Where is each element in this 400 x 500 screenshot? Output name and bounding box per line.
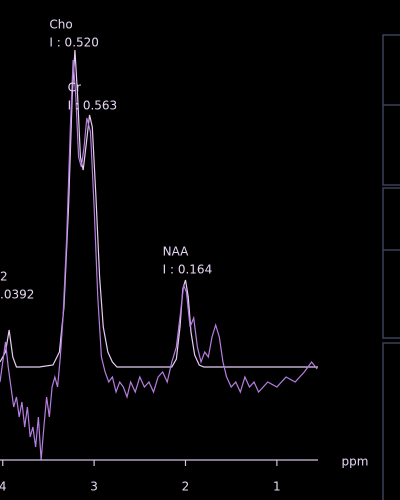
peak-label: Cho [49,18,72,32]
x-tick-label: 1 [273,480,281,494]
x-tick-label: 3 [90,480,98,494]
peak-label: I : 0.520 [49,36,99,50]
peak-label: .0392 [0,288,34,302]
x-tick-label: 4 [0,480,7,494]
panel-box[interactable] [382,34,400,186]
peak-label: I : 0.164 [163,263,213,277]
x-axis-label: ppm [342,455,369,469]
peak-label: Cr [68,81,81,95]
spectrum-line [0,49,318,368]
peak-label: NAA [163,245,190,259]
side-panel [382,34,400,500]
panel-box[interactable] [382,342,400,500]
spectrum-line [0,59,318,461]
peak-label: 2 [0,270,8,284]
peak-label: I : 0.563 [68,99,118,113]
panel-box[interactable] [382,187,400,339]
x-tick-label: 2 [182,480,190,494]
